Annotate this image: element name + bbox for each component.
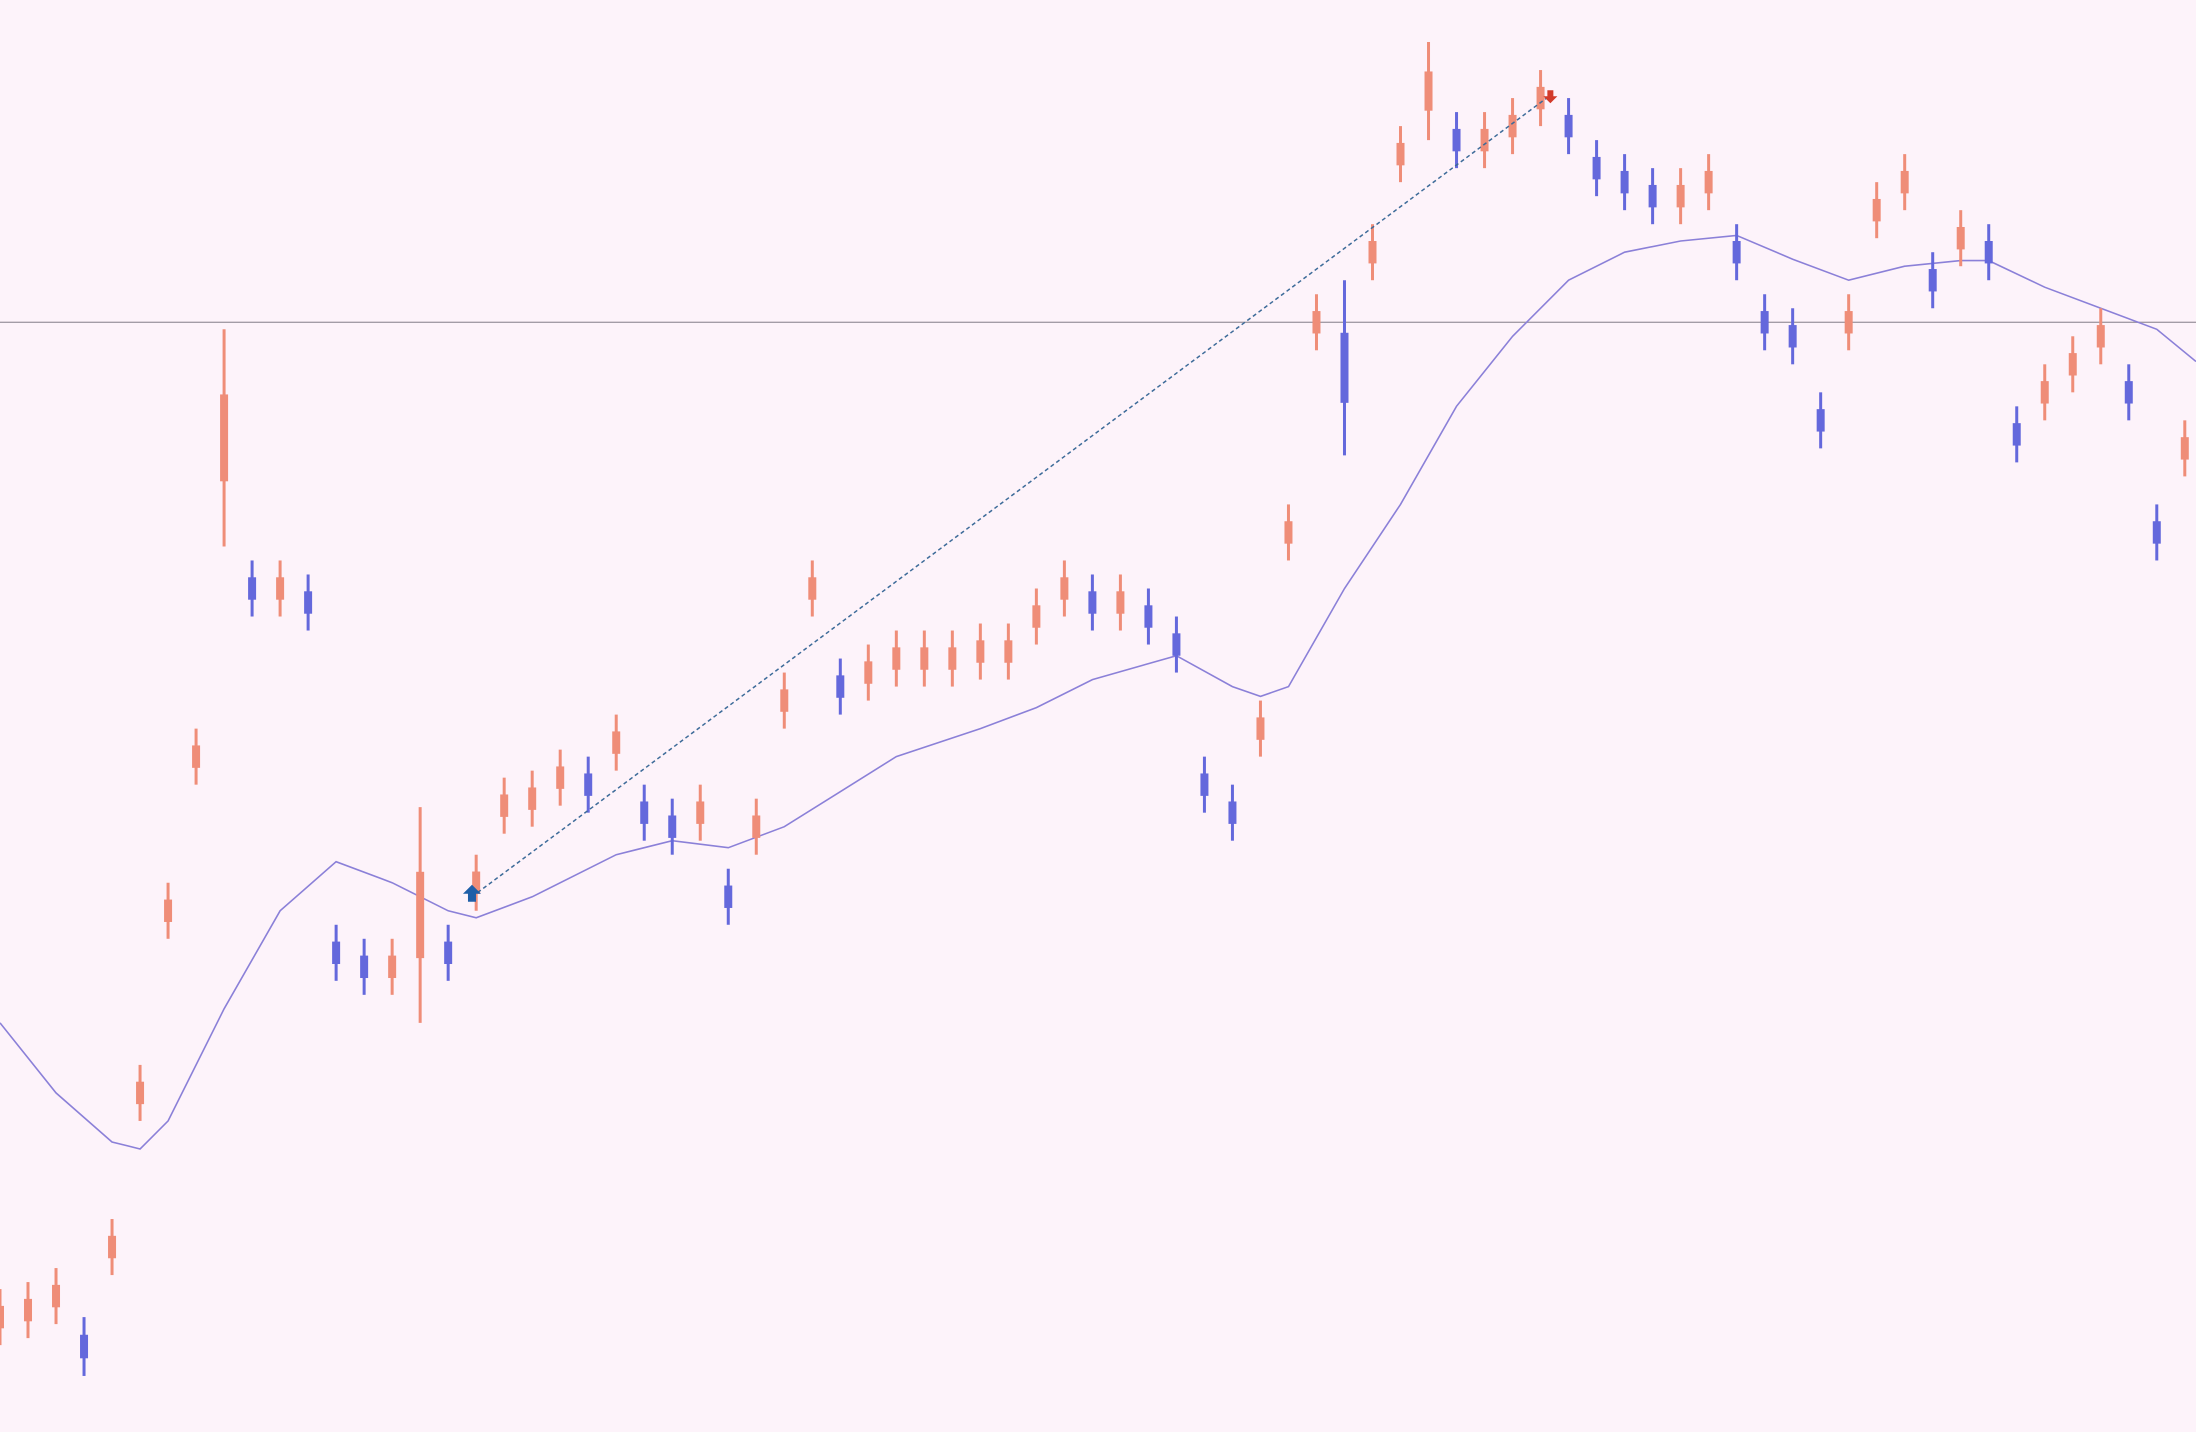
candle-body [220, 394, 229, 482]
candle-body [1872, 198, 1881, 222]
candle-body [2152, 521, 2161, 544]
candle-body [752, 815, 761, 838]
candle-body [612, 731, 621, 754]
candle-body [2012, 423, 2021, 446]
candle-body [948, 647, 957, 670]
candle-body [304, 591, 313, 614]
candle-body [444, 941, 453, 965]
candle-body [192, 745, 201, 768]
candle-body [668, 815, 677, 838]
candle-body [1452, 128, 1461, 152]
candle-body [1060, 577, 1069, 600]
candle-body [276, 577, 285, 600]
candle-body [1088, 591, 1097, 614]
candle-body [136, 1081, 145, 1105]
candle-body [1172, 633, 1181, 656]
candle-body [108, 1235, 117, 1259]
candle-body [1788, 325, 1797, 348]
candle-body [1732, 241, 1741, 264]
candle-body [2040, 381, 2049, 404]
trade-line [471, 94, 1551, 898]
candle-body [0, 1305, 4, 1329]
candle-body [1536, 86, 1545, 110]
candle-body [836, 675, 845, 698]
candle-body [1956, 226, 1965, 250]
candle-body [416, 871, 425, 959]
candle-body [1816, 409, 1825, 432]
candle-body [1564, 114, 1573, 138]
candle-body [24, 1298, 33, 1322]
candle-body [2180, 437, 2189, 460]
candle-body [640, 801, 649, 824]
candle-body [528, 787, 537, 810]
buy-arrow [462, 884, 481, 902]
candle-body [1200, 773, 1209, 796]
candle-body [892, 647, 901, 670]
candle-body [1228, 801, 1237, 824]
candle-body [1704, 170, 1713, 194]
candle-body [1004, 640, 1013, 663]
candle-body [920, 647, 929, 670]
candle-body [1928, 269, 1937, 292]
candle-body [556, 766, 565, 789]
candle-body [1032, 605, 1041, 628]
candle-body [164, 899, 173, 922]
candle-body [1620, 170, 1629, 194]
candle-body [1396, 142, 1405, 166]
moving-average [0, 234, 2196, 1150]
candle-body [52, 1284, 61, 1308]
candle-body [724, 885, 733, 908]
candle-body [780, 689, 789, 712]
candle-body [976, 640, 985, 663]
candle-body [332, 941, 341, 965]
candle-body [1368, 241, 1377, 264]
candle-body [360, 955, 369, 979]
candle-body [1984, 241, 1993, 264]
candle-body [1144, 605, 1153, 628]
candle-body [500, 794, 509, 817]
candle-body [248, 577, 257, 600]
candle-body [1284, 521, 1293, 544]
candle-body [2096, 325, 2105, 348]
candle-body [1424, 71, 1433, 111]
candle-body [1844, 311, 1853, 334]
candle-body [808, 577, 817, 600]
candle-body [584, 773, 593, 796]
candle-body [1508, 114, 1517, 138]
candle-body [1760, 311, 1769, 334]
candle-body [1312, 311, 1321, 334]
candle-body [1648, 184, 1657, 208]
candle-body [1592, 156, 1601, 180]
candle-body [1340, 332, 1349, 403]
candle-body [2068, 353, 2077, 376]
candle-body [80, 1334, 89, 1359]
candle-body [1676, 184, 1685, 208]
candle-body [1116, 591, 1125, 614]
candle-body [1256, 717, 1265, 740]
candle-body [472, 871, 481, 894]
candle-body [388, 955, 397, 979]
candle-body [696, 801, 705, 824]
candle-body [1480, 128, 1489, 152]
candle-body [2124, 381, 2133, 404]
candle-body [1900, 170, 1909, 194]
candle-body [864, 661, 873, 684]
sell-arrow [1543, 90, 1558, 104]
